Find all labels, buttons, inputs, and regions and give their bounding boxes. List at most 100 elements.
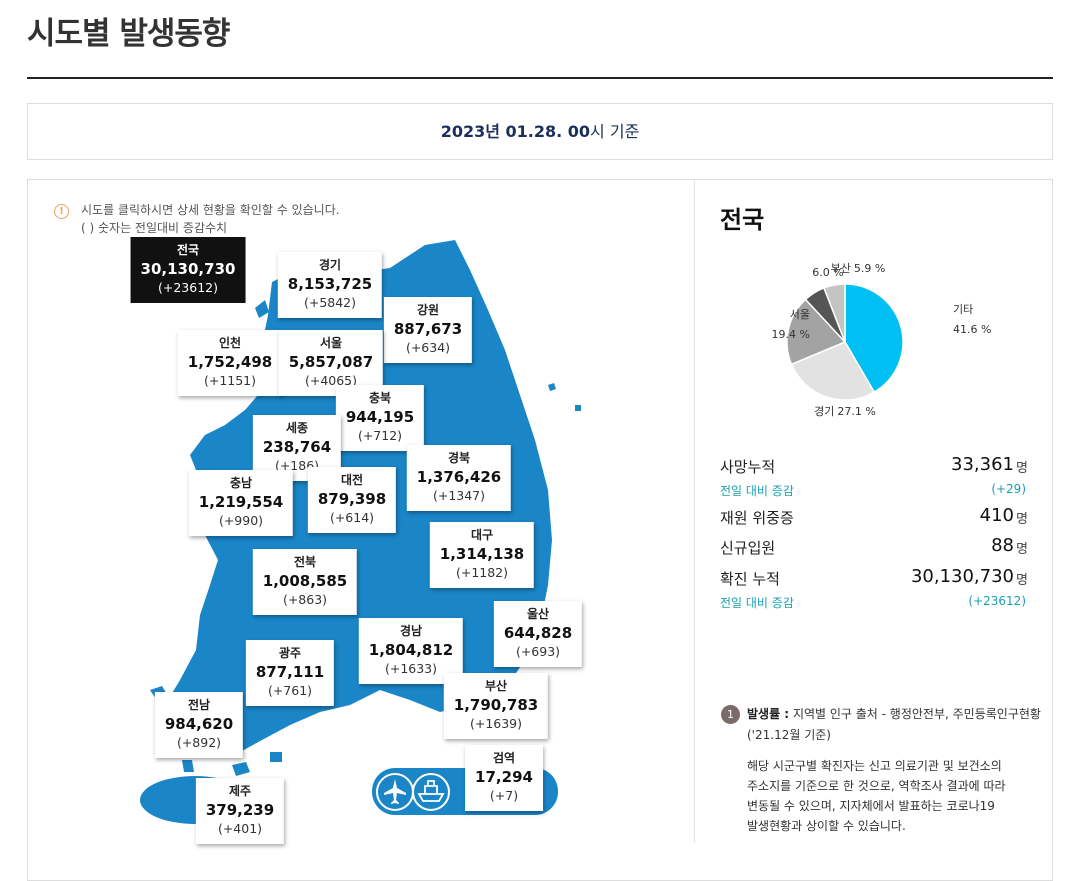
date-bar: 2023년 01.28. 00시 기준 [27,103,1053,160]
pie-label-value: 5.9 % [854,262,885,275]
notice-text: 시도를 클릭하시면 상세 현황을 확인할 수 있습니다. [81,203,340,217]
region-box[interactable]: 전북 1,008,585 (+863) [252,549,358,615]
stat-value: 33,361 [951,454,1014,475]
region-count: 1,314,138 [439,545,525,563]
region-box[interactable]: 광주 877,111 (+761) [245,640,335,706]
stat-value: 88 [991,535,1014,556]
region-count: 5,857,087 [288,353,374,371]
pie-label: 경기 27.1 % [814,405,876,418]
region-name: 검역 [492,751,516,765]
region-count: 644,828 [503,624,573,642]
region-box[interactable]: 충남 1,219,554 (+990) [188,470,294,536]
region-box[interactable]: 울산 644,828 (+693) [493,601,583,667]
stat-sub-label: 전일 대비 증감 [720,484,794,498]
footnote-text: 지역별 인구 출처 - 행정안전부, 주민등록인구현황 [792,707,1041,721]
region-change: (+1633) [384,661,438,676]
footnote-text: ('21.12월 기준) [747,728,831,742]
port-icon[interactable] [412,773,450,811]
region-count: 877,111 [255,663,325,681]
region-change: (+990) [218,513,264,528]
pie-label-value: 6.0 % [812,266,843,279]
region-box[interactable]: 전남 984,620 (+892) [154,692,244,758]
region-change: (+634) [405,340,451,355]
pie-label-name: 서울 [790,308,810,321]
stat-unit: 명 [1016,542,1028,557]
region-box[interactable]: 제주 379,239 (+401) [195,778,285,844]
footnote-term: 발생률 : [747,707,790,721]
page-title: 시도별 발생동향 [27,16,230,52]
region-count: 1,790,783 [453,696,539,714]
region-box[interactable]: 부산 1,790,783 (+1639) [443,673,549,739]
airport-plane [384,779,406,804]
date-suffix: 시 기준 [590,122,640,141]
region-count: 1,752,498 [187,353,273,371]
region-name: 울산 [526,607,550,621]
stat-sub-label: 전일 대비 증감 [720,596,794,610]
region-change: (+693) [515,644,561,659]
notice-icon: ! [54,204,69,219]
port-ship [417,780,445,802]
region-name: 충남 [229,476,253,490]
pie-label: 부산 5.9 % [831,262,886,275]
region-change: (+863) [282,592,328,607]
stat-unit: 명 [1016,573,1028,588]
region-count: 17,294 [475,768,533,786]
region-change: (+5842) [303,295,357,310]
region-name: 인천 [218,336,242,350]
stat-label: 사망누적 [720,458,776,476]
region-count: 1,008,585 [262,572,348,590]
region-name: 대전 [340,473,364,487]
title-rule [27,77,1053,79]
pie-label-value: 41.6 % [953,323,991,336]
region-box[interactable]: 충북 944,195 (+712) [335,385,425,451]
region-change: (+4065) [304,373,358,388]
footnote-paragraph: 해당 시군구별 확진자는 신고 의료기관 및 보건소의 주소지를 기준으로 한 … [747,759,1006,833]
region-count: 238,764 [262,438,332,456]
region-box[interactable]: 인천 1,752,498 (+1151) [177,330,283,396]
region-box[interactable]: 경기 8,153,725 (+5842) [277,252,383,318]
region-count: 879,398 [317,490,387,508]
region-box[interactable]: 전국 30,130,730 (+23612) [130,237,246,303]
stat-value: 410 [979,505,1014,526]
region-change: (+1347) [432,488,486,503]
region-name: 서울 [319,336,343,350]
region-box[interactable]: 경북 1,376,426 (+1347) [406,445,512,511]
airport-button[interactable] [376,773,414,811]
region-change: (+1182) [455,565,509,580]
region-change: (+712) [357,428,403,443]
region-name: 세종 [285,421,309,435]
region-count: 1,804,812 [368,641,454,659]
region-box[interactable]: 대구 1,314,138 (+1182) [429,522,535,588]
stat-label: 재원 위중증 [720,509,794,527]
region-change: (+892) [176,735,222,750]
stat-unit: 명 [1016,461,1028,476]
region-box[interactable]: 강원 887,673 (+634) [383,297,473,363]
region-count: 984,620 [164,715,234,733]
region-count: 887,673 [393,320,463,338]
pie-label-name: 부산 [831,262,851,275]
page: page html, body { margin: 0; padding: 0;… [27,16,1053,881]
notice-text: ( ) 숫자는 전일대비 증감수치 [81,221,228,235]
stat-unit: 명 [1016,512,1028,527]
region-name: 경기 [318,258,342,272]
region-name: 전남 [187,698,211,712]
region-name: 대구 [470,528,494,542]
region-name: 강원 [416,303,440,317]
region-change: (+7) [489,788,519,803]
region-box[interactable]: 검역 17,294 (+7) [465,745,543,811]
stat-value: 30,130,730 [910,566,1014,587]
stat-label: 신규입원 [720,539,776,557]
region-name: 경남 [399,624,423,638]
region-box[interactable]: 대전 879,398 (+614) [307,467,397,533]
pie-slice [844,283,904,394]
port-button[interactable] [412,773,450,811]
region-name: 제주 [228,784,252,798]
page-body: {"header": {"title": "시도별 발생동향"}, "date_… [27,16,1053,881]
region-count: 944,195 [345,408,415,426]
footnote-line: 발생률 : 지역별 인구 출처 - 행정안전부, 주민등록인구현황 [747,705,1041,722]
region-name: 전국 [176,243,200,257]
region-name: 전북 [293,555,317,569]
region-change: (+761) [267,683,313,698]
region-count: 8,153,725 [287,275,373,293]
stat-sub-value: (+29) [991,482,1026,496]
